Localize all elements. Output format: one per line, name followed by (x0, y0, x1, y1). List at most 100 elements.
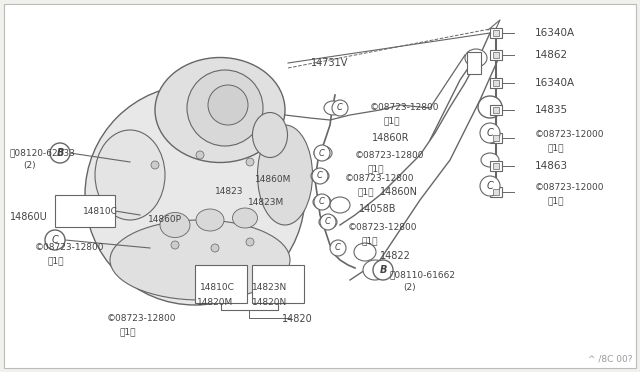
Text: Ⓑ08120-62033: Ⓑ08120-62033 (10, 148, 76, 157)
Ellipse shape (155, 58, 285, 163)
Text: C: C (337, 103, 343, 112)
Bar (467, 52, 481, 74)
Text: 14731V: 14731V (310, 58, 348, 68)
Ellipse shape (330, 197, 350, 213)
Circle shape (480, 123, 500, 143)
Text: B: B (56, 148, 64, 158)
Bar (252, 265, 304, 303)
Ellipse shape (478, 96, 502, 118)
Text: 14860P: 14860P (148, 215, 182, 224)
Circle shape (330, 240, 346, 256)
Circle shape (196, 151, 204, 159)
Bar (493, 189, 499, 195)
Circle shape (246, 238, 254, 246)
Text: ©08723-12800: ©08723-12800 (348, 223, 417, 232)
Bar (490, 161, 502, 171)
Bar (490, 50, 502, 60)
Text: 14820M: 14820M (197, 298, 233, 307)
Ellipse shape (232, 208, 257, 228)
Bar (490, 78, 502, 88)
Ellipse shape (363, 260, 387, 280)
Text: ©08723-12800: ©08723-12800 (35, 243, 104, 252)
Text: Ⓑ08110-61662: Ⓑ08110-61662 (390, 270, 456, 279)
Text: 14860R: 14860R (372, 133, 410, 143)
Text: ©08723-12800: ©08723-12800 (370, 103, 440, 112)
Bar (493, 107, 499, 113)
Text: C: C (319, 148, 325, 157)
Ellipse shape (465, 49, 487, 67)
Text: （1）: （1） (358, 187, 374, 196)
Circle shape (151, 161, 159, 169)
Text: 14862: 14862 (535, 50, 568, 60)
Text: C: C (486, 181, 493, 191)
Text: 14860N: 14860N (380, 187, 418, 197)
Text: C: C (319, 198, 325, 206)
Text: 14810C: 14810C (83, 207, 118, 216)
Text: （1）: （1） (548, 196, 564, 205)
Text: (2): (2) (403, 283, 415, 292)
Text: B: B (380, 265, 387, 275)
Circle shape (45, 230, 65, 250)
Circle shape (314, 194, 330, 210)
Ellipse shape (160, 212, 190, 237)
Text: ©08723-12000: ©08723-12000 (535, 130, 605, 139)
Ellipse shape (95, 130, 165, 220)
Bar (195, 265, 247, 303)
Bar (490, 187, 502, 197)
Bar (490, 133, 502, 143)
Bar (493, 163, 499, 169)
Text: 16340A: 16340A (535, 28, 575, 38)
Circle shape (320, 214, 336, 230)
Text: 14860U: 14860U (10, 212, 48, 222)
Bar (493, 80, 499, 86)
Text: 14822: 14822 (380, 251, 411, 261)
Bar (493, 30, 499, 36)
Text: 14823N: 14823N (252, 283, 287, 292)
Ellipse shape (481, 153, 499, 167)
Circle shape (246, 158, 254, 166)
Ellipse shape (319, 215, 337, 229)
Ellipse shape (354, 243, 376, 261)
Text: ^ /8C 00?: ^ /8C 00? (588, 355, 632, 364)
Ellipse shape (253, 112, 287, 157)
Ellipse shape (110, 220, 290, 300)
Text: C: C (52, 235, 58, 245)
Text: ©08723-12800: ©08723-12800 (355, 151, 424, 160)
Text: （1）: （1） (361, 236, 378, 245)
Circle shape (332, 100, 348, 116)
Text: C: C (335, 244, 341, 253)
Ellipse shape (311, 169, 329, 183)
Text: 14860M: 14860M (255, 175, 291, 184)
Ellipse shape (85, 85, 305, 305)
Circle shape (373, 260, 393, 280)
Bar (490, 28, 502, 38)
Bar (490, 105, 502, 115)
Text: ©08723-12800: ©08723-12800 (107, 314, 177, 323)
Ellipse shape (313, 195, 331, 209)
Ellipse shape (324, 101, 342, 115)
Ellipse shape (196, 209, 224, 231)
Text: 14820: 14820 (282, 314, 313, 324)
Circle shape (50, 143, 70, 163)
Text: ©08723-12000: ©08723-12000 (535, 183, 605, 192)
Text: 14823M: 14823M (248, 198, 284, 207)
Bar (55, 195, 115, 227)
Text: (2): (2) (23, 161, 36, 170)
Circle shape (312, 168, 328, 184)
Text: 14058B: 14058B (359, 204, 397, 214)
Text: （1）: （1） (120, 327, 136, 336)
Text: C: C (317, 171, 323, 180)
Text: C: C (486, 128, 493, 138)
Bar (493, 52, 499, 58)
Text: 14810C: 14810C (200, 283, 235, 292)
Text: 14820N: 14820N (252, 298, 287, 307)
Circle shape (171, 241, 179, 249)
Text: C: C (325, 218, 331, 227)
Bar (493, 135, 499, 141)
Circle shape (480, 176, 500, 196)
Circle shape (208, 85, 248, 125)
Text: （1）: （1） (368, 164, 385, 173)
Text: （1）: （1） (383, 116, 399, 125)
Text: （1）: （1） (548, 143, 564, 152)
Text: ©08723-12800: ©08723-12800 (345, 174, 415, 183)
